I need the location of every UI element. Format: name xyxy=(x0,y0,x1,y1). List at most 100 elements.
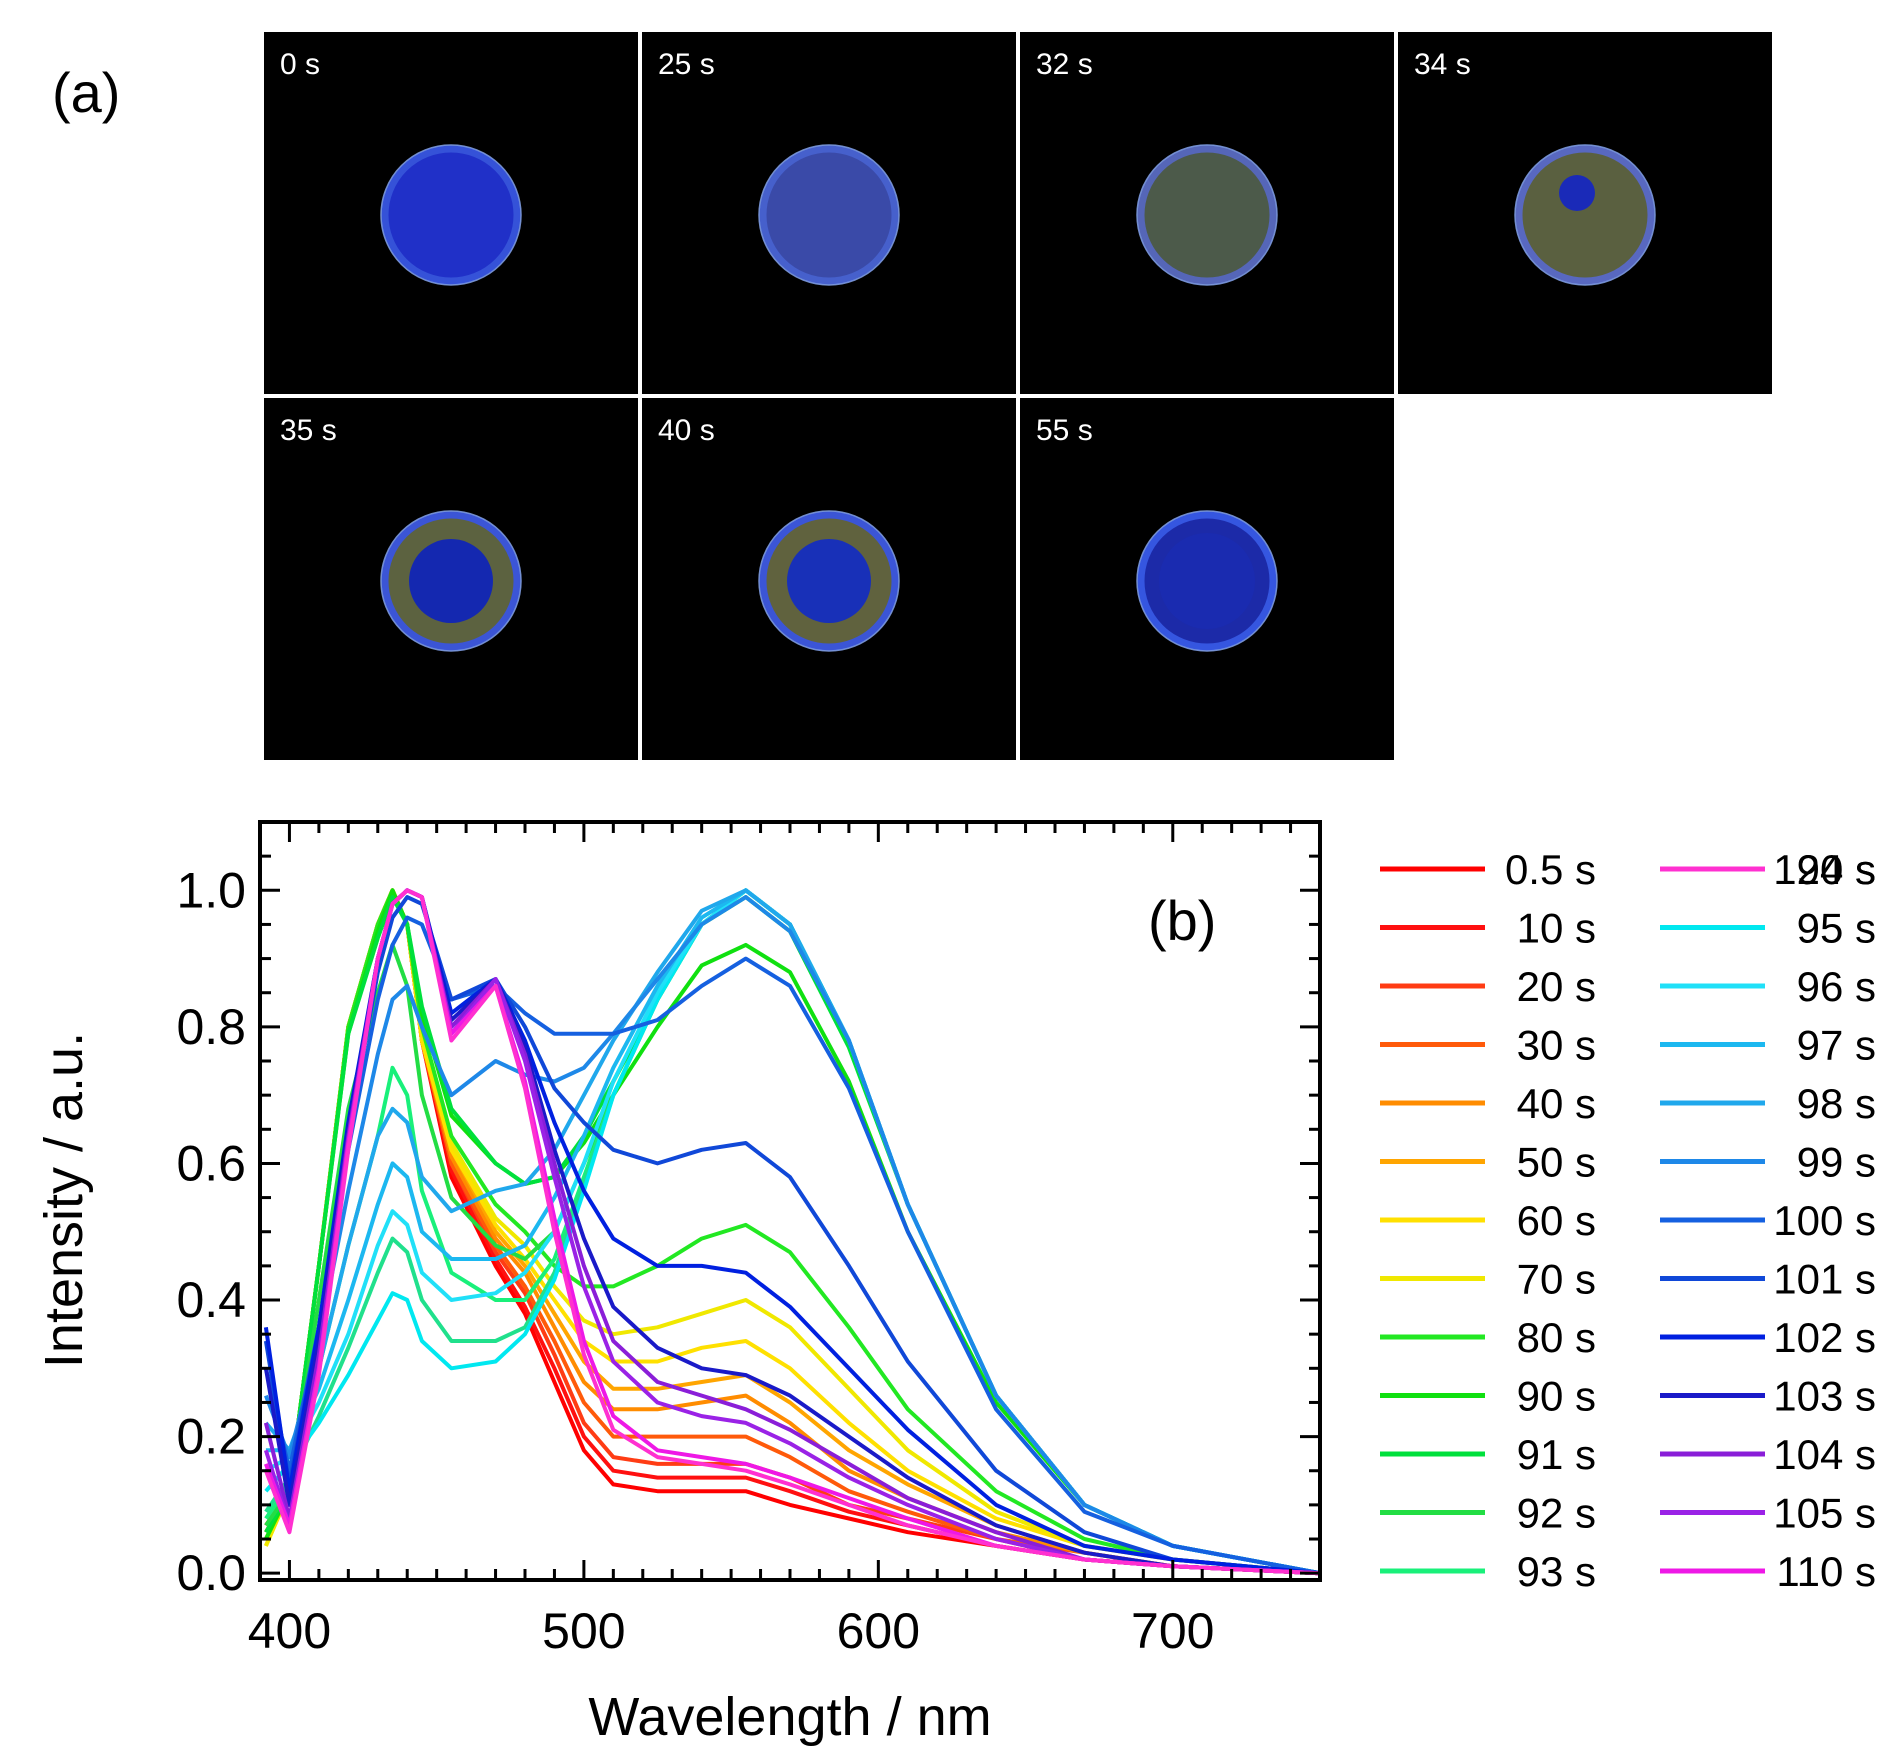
legend-label: 110 s xyxy=(1776,1548,1876,1595)
image-frame: 34 s xyxy=(1398,32,1772,394)
droplet-edge xyxy=(380,510,522,652)
image-frame: 40 s xyxy=(642,398,1016,760)
droplet xyxy=(1515,145,1655,285)
legend-label: 92 s xyxy=(1517,1490,1596,1537)
droplet-core xyxy=(787,539,871,623)
legend-label: 30 s xyxy=(1517,1022,1596,1069)
frame-time-label: 40 s xyxy=(658,414,715,447)
legend-item: 40 s xyxy=(1380,1080,1596,1127)
frame-time-label: 0 s xyxy=(280,48,320,81)
legend-label: 20 s xyxy=(1517,963,1596,1010)
legend-label: 50 s xyxy=(1517,1139,1596,1186)
legend-item: 91 s xyxy=(1380,1431,1596,1478)
legend-item: 110 s xyxy=(1660,1548,1876,1595)
legend-item: 98 s xyxy=(1660,1080,1876,1127)
legend-label: 103 s xyxy=(1773,1373,1876,1420)
image-frame: 0 s xyxy=(264,32,638,394)
droplet-edge xyxy=(758,510,900,652)
legend-label: 93 s xyxy=(1517,1548,1596,1595)
panel-b-label: (b) xyxy=(1148,889,1216,952)
legend-label: 60 s xyxy=(1517,1197,1596,1244)
y-tick-label: 0.0 xyxy=(176,1545,246,1601)
y-tick-label: 0.4 xyxy=(176,1272,246,1328)
image-frame: 35 s xyxy=(264,398,638,760)
legend-label: 94 s xyxy=(1797,846,1876,893)
legend-label: 90 s xyxy=(1517,1373,1596,1420)
legend-item: 30 s xyxy=(1380,1022,1596,1069)
legend-label: 100 s xyxy=(1773,1197,1876,1244)
legend: 0.5 s 10 s 20 s 30 s 40 s 50 s 60 s 70 s 80 s 90 … xyxy=(1380,846,1876,1595)
legend-label: 99 s xyxy=(1797,1139,1876,1186)
legend-label: 91 s xyxy=(1517,1431,1596,1478)
legend-label: 80 s xyxy=(1517,1314,1596,1361)
series-line xyxy=(264,888,1320,1576)
legend-label: 40 s xyxy=(1517,1080,1596,1127)
legend-item: 20 s xyxy=(1380,963,1596,1010)
legend-item: 100 s xyxy=(1660,1197,1876,1244)
droplet-core xyxy=(409,539,493,623)
legend-item: 60 s xyxy=(1380,1197,1596,1244)
droplet xyxy=(381,145,521,285)
droplet-core xyxy=(1559,175,1595,211)
x-axis-label: Wavelength / nm xyxy=(588,1687,991,1747)
y-tick-label: 0.8 xyxy=(176,999,246,1055)
legend-label: 0.5 s xyxy=(1505,846,1596,893)
legend-item: 90 s xyxy=(1380,1373,1596,1420)
legend-item: 104 s xyxy=(1660,1431,1876,1478)
image-frame: 55 s xyxy=(1020,398,1394,760)
droplet-edge xyxy=(758,144,900,286)
legend-item: 103 s xyxy=(1660,1373,1876,1420)
legend-item: 95 s xyxy=(1660,905,1876,952)
legend-item: 0.5 s xyxy=(1380,846,1596,893)
legend-item: 10 s xyxy=(1380,905,1596,952)
legend-label: 10 s xyxy=(1517,905,1596,952)
y-tick-label: 1.0 xyxy=(176,862,246,918)
x-tick-label: 500 xyxy=(542,1603,625,1659)
tick-labels: 400 500 600 700 0.0 0.2 0.4 0.6 0.8 1.0 xyxy=(176,862,1214,1659)
legend-label: 98 s xyxy=(1797,1080,1876,1127)
y-tick-label: 0.6 xyxy=(176,1135,246,1191)
legend-label: 97 s xyxy=(1797,1022,1876,1069)
series-lines xyxy=(263,888,1320,1576)
series-line xyxy=(263,915,1320,1576)
legend-label: 101 s xyxy=(1773,1256,1876,1303)
legend-item: 80 s xyxy=(1380,1314,1596,1361)
droplet-edge xyxy=(380,144,522,286)
image-frame: 25 s xyxy=(642,32,1016,394)
legend-item: 120 s xyxy=(1660,846,1876,893)
frame-time-label: 55 s xyxy=(1036,414,1093,447)
droplet-edge xyxy=(1136,144,1278,286)
legend-item: 102 s xyxy=(1660,1314,1876,1361)
legend-label: 104 s xyxy=(1773,1431,1876,1478)
x-tick-label: 600 xyxy=(837,1603,920,1659)
droplet-edge xyxy=(1514,144,1656,286)
panel-a-label: (a) xyxy=(52,61,120,124)
series-line xyxy=(264,895,1320,1576)
frame-time-label: 25 s xyxy=(658,48,715,81)
frame-time-label: 32 s xyxy=(1036,48,1093,81)
droplet xyxy=(1137,145,1277,285)
legend-item: 97 s xyxy=(1660,1022,1876,1069)
legend-item: 70 s xyxy=(1380,1256,1596,1303)
legend-item: 96 s xyxy=(1660,963,1876,1010)
x-tick-label: 700 xyxy=(1131,1603,1214,1659)
image-frame: 32 s xyxy=(1020,32,1394,394)
legend-label: 70 s xyxy=(1517,1256,1596,1303)
frame-time-label: 34 s xyxy=(1414,48,1471,81)
droplet-core xyxy=(1159,533,1255,629)
legend-label: 96 s xyxy=(1797,963,1876,1010)
x-tick-label: 400 xyxy=(248,1603,331,1659)
frame-time-label: 35 s xyxy=(280,414,337,447)
spectra-plot: 400 500 600 700 0.0 0.2 0.4 0.6 0.8 1.0 (b) Wavel… xyxy=(34,820,1322,1747)
legend-label: 102 s xyxy=(1773,1314,1876,1361)
legend-item: 105 s xyxy=(1660,1490,1876,1537)
legend-item: 50 s xyxy=(1380,1139,1596,1186)
y-tick-label: 0.2 xyxy=(176,1409,246,1465)
legend-item: 92 s xyxy=(1380,1490,1596,1537)
legend-label: 120 s xyxy=(1773,846,1876,893)
droplet-edge xyxy=(1136,510,1278,652)
axis-ticks xyxy=(260,822,1320,1580)
legend-label: 95 s xyxy=(1797,905,1876,952)
legend-item: 93 s xyxy=(1380,1548,1596,1595)
